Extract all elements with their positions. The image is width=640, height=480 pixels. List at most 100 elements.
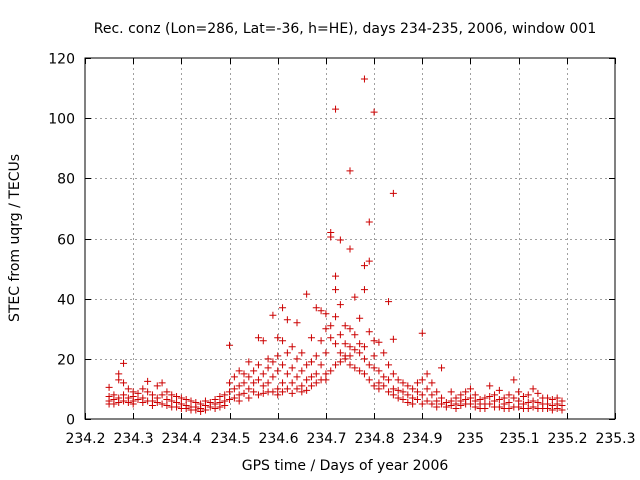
- data-point: [274, 367, 282, 375]
- data-point: [418, 376, 426, 384]
- data-point: [187, 397, 195, 405]
- data-point: [505, 398, 513, 406]
- data-point: [433, 388, 441, 396]
- data-point: [346, 343, 354, 351]
- data-point: [245, 358, 253, 366]
- data-point: [341, 355, 349, 363]
- data-point: [529, 403, 537, 411]
- data-point: [433, 403, 441, 411]
- data-point: [288, 343, 296, 351]
- data-point: [245, 394, 253, 402]
- y-tick-label: 20: [57, 353, 75, 369]
- data-point: [105, 383, 113, 391]
- data-point: [433, 397, 441, 405]
- data-point: [332, 272, 340, 280]
- data-point: [336, 349, 344, 357]
- data-point: [351, 346, 359, 354]
- data-point: [519, 392, 527, 400]
- data-point: [158, 379, 166, 387]
- data-point: [375, 338, 383, 346]
- data-point: [173, 403, 181, 411]
- data-point: [409, 385, 417, 393]
- data-point: [360, 370, 368, 378]
- data-point: [274, 391, 282, 399]
- data-point: [240, 370, 248, 378]
- data-point: [312, 304, 320, 312]
- data-point: [370, 382, 378, 390]
- data-point: [438, 400, 446, 408]
- data-point: [380, 373, 388, 381]
- data-point: [139, 398, 147, 406]
- data-point: [471, 397, 479, 405]
- data-point: [423, 370, 431, 378]
- y-tick-label: 0: [66, 413, 75, 429]
- data-point: [129, 400, 137, 408]
- x-tick-label: 235.2: [547, 431, 587, 447]
- data-point: [399, 379, 407, 387]
- data-point: [120, 379, 128, 387]
- data-point: [245, 385, 253, 393]
- data-point: [365, 257, 373, 265]
- data-point: [254, 391, 262, 399]
- data-point: [163, 395, 171, 403]
- data-point: [524, 398, 532, 406]
- data-point: [332, 105, 340, 113]
- data-point: [360, 343, 368, 351]
- data-point: [134, 389, 142, 397]
- data-point: [240, 379, 248, 387]
- data-points: [105, 75, 566, 415]
- data-point: [341, 322, 349, 330]
- data-point: [283, 316, 291, 324]
- data-point: [336, 301, 344, 309]
- data-point: [510, 376, 518, 384]
- data-point: [466, 400, 474, 408]
- data-point: [336, 331, 344, 339]
- data-point: [438, 394, 446, 402]
- data-point: [317, 307, 325, 315]
- data-point: [327, 334, 335, 342]
- data-point: [346, 361, 354, 369]
- data-point: [274, 385, 282, 393]
- data-point: [404, 398, 412, 406]
- data-point: [163, 401, 171, 409]
- data-point: [115, 398, 123, 406]
- data-point: [481, 404, 489, 412]
- data-point: [158, 391, 166, 399]
- data-point: [394, 386, 402, 394]
- data-point: [428, 379, 436, 387]
- data-point: [423, 397, 431, 405]
- chart-title: Rec. conz (Lon=286, Lat=-36, h=HE), days…: [94, 21, 596, 37]
- data-point: [240, 389, 248, 397]
- data-point: [115, 376, 123, 384]
- x-tick-label: 235.1: [499, 431, 539, 447]
- x-tick-label: 234.4: [161, 431, 201, 447]
- data-point: [452, 394, 460, 402]
- data-point: [385, 376, 393, 384]
- data-point: [307, 358, 315, 366]
- data-point: [365, 361, 373, 369]
- data-point: [370, 108, 378, 116]
- data-point: [254, 361, 262, 369]
- data-point: [235, 397, 243, 405]
- data-point: [269, 388, 277, 396]
- grid-lines: [85, 58, 615, 419]
- data-point: [298, 388, 306, 396]
- data-point: [341, 340, 349, 348]
- data-point: [332, 340, 340, 348]
- data-point: [389, 370, 397, 378]
- data-point: [327, 322, 335, 330]
- data-point: [312, 370, 320, 378]
- data-point: [226, 388, 234, 396]
- data-point: [515, 403, 523, 411]
- x-tick-label: 234.3: [113, 431, 153, 447]
- data-point: [148, 391, 156, 399]
- data-point: [245, 373, 253, 381]
- data-point: [259, 389, 267, 397]
- data-point: [548, 406, 556, 414]
- data-point: [230, 394, 238, 402]
- data-point: [404, 382, 412, 390]
- data-point: [544, 404, 552, 412]
- data-point: [505, 391, 513, 399]
- data-point: [442, 403, 450, 411]
